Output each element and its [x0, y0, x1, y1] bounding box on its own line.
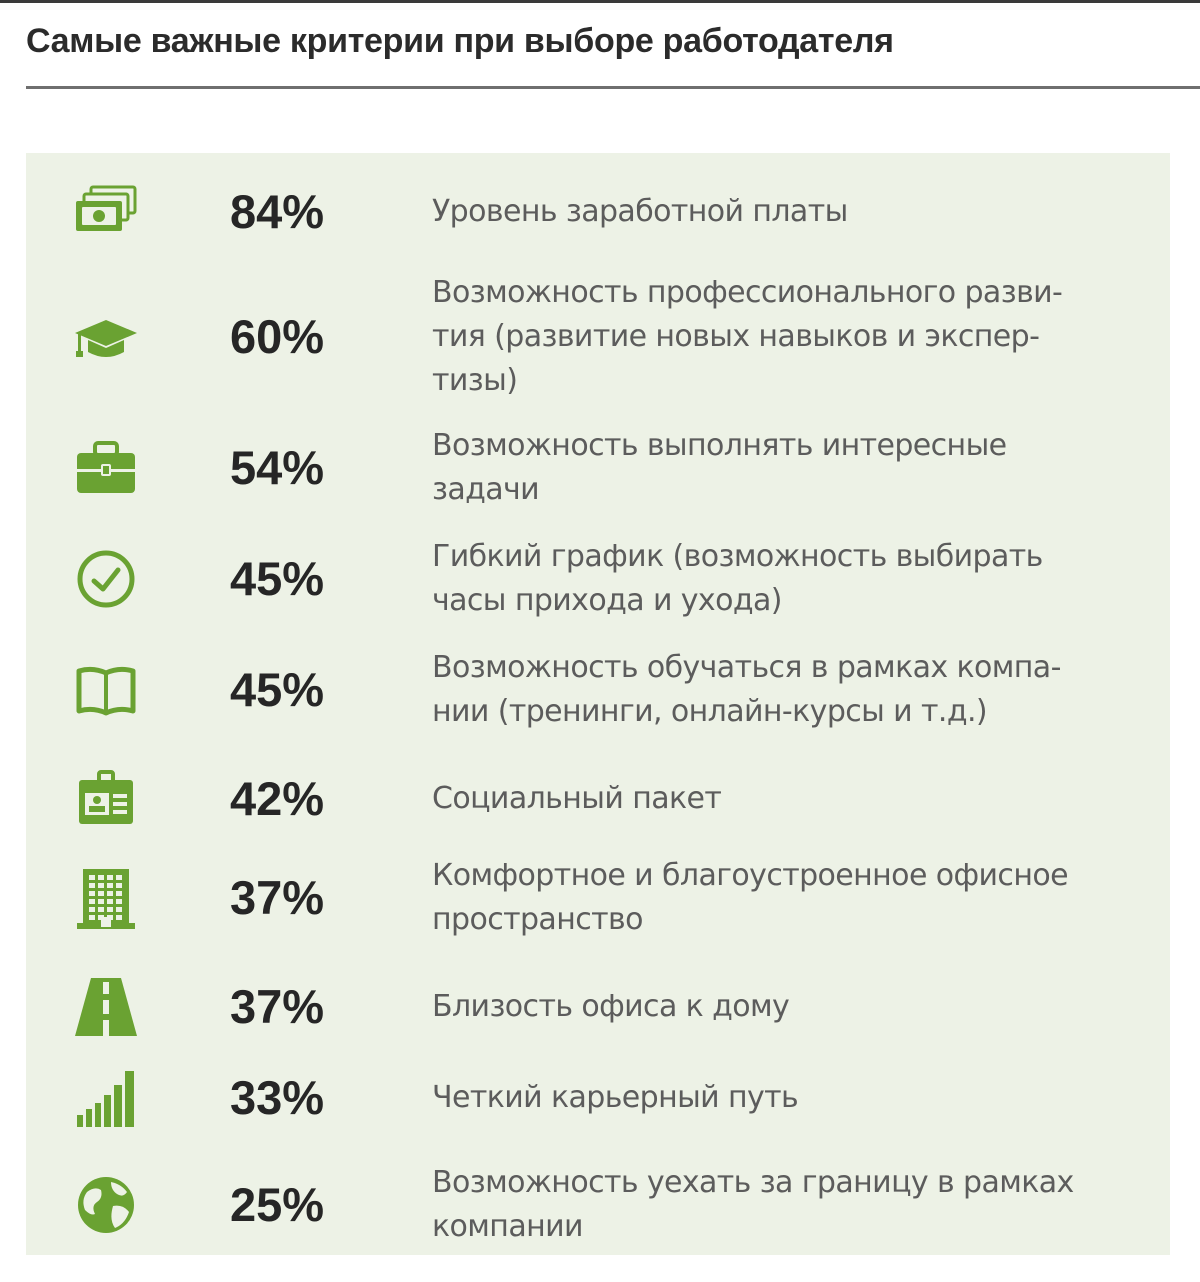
- road-icon: [70, 971, 142, 1043]
- criterion-label: Комфортное и благоустроенное офисное прос…: [432, 854, 1132, 942]
- criteria-row: 37% Близость офиса к дому: [26, 970, 1170, 1044]
- criterion-label: Возможность уехать за границу в рамках ко…: [432, 1161, 1132, 1249]
- criterion-label-line: компании: [432, 1209, 584, 1244]
- criterion-label-line: Комфортное и благоустроенное офисное: [432, 858, 1069, 893]
- criterion-label: Возможность выполнять интересные задачи: [432, 424, 1132, 512]
- criteria-row: 25% Возможность уехать за границу в рамка…: [26, 1160, 1170, 1250]
- title-divider: [26, 86, 1200, 89]
- criterion-label-line: Возможность выполнять интересные: [432, 428, 1007, 463]
- criteria-row: 60% Возможность профессионального разви-т…: [26, 271, 1170, 403]
- criterion-label: Гибкий график (возможность выбирать часы …: [432, 535, 1132, 623]
- criterion-label-line: часы прихода и ухода): [432, 583, 782, 618]
- percent-value: 25%: [230, 1178, 325, 1231]
- criterion-label-line: Уровень заработной платы: [432, 194, 848, 229]
- percent-value: 84%: [230, 185, 325, 238]
- office-building-icon: [70, 862, 142, 934]
- criteria-row: 45% Гибкий график (возможность выбирать ча…: [26, 534, 1170, 624]
- percent-value: 33%: [230, 1071, 325, 1124]
- percent-value: 37%: [230, 980, 325, 1033]
- clock-icon: [70, 543, 142, 615]
- criterion-label: Возможность обучаться в рамках компа-нии…: [432, 646, 1132, 734]
- book-icon: [70, 654, 142, 726]
- criterion-label-line: Гибкий график (возможность выбирать: [432, 539, 1043, 574]
- percent-value: 60%: [230, 310, 325, 363]
- criterion-label-line: Близость офиса к дому: [432, 989, 790, 1024]
- criterion-label-line: тизы): [432, 363, 518, 398]
- percent-value: 45%: [230, 552, 325, 605]
- criterion-label-line: Четкий карьерный путь: [432, 1080, 799, 1115]
- criterion-label-line: Возможность уехать за границу в рамках: [432, 1165, 1074, 1200]
- percent-value: 37%: [230, 871, 325, 924]
- criterion-label-line: нии (тренинги, онлайн-курсы и т.д.): [432, 694, 988, 729]
- percent-value: 54%: [230, 441, 325, 494]
- criterion-label-line: тия (развитие новых навыков и экспер-: [432, 319, 1040, 354]
- money-icon: [70, 176, 142, 248]
- criterion-label: Социальный пакет: [432, 777, 1132, 821]
- criteria-row: 45% Возможность обучаться в рамках компа-…: [26, 645, 1170, 735]
- criteria-row: 84% Уровень заработной платы: [26, 175, 1170, 249]
- criteria-row: 33% Четкий карьерный путь: [26, 1059, 1170, 1137]
- briefcase-icon: [70, 432, 142, 504]
- criterion-label-line: пространство: [432, 902, 643, 937]
- criterion-label: Четкий карьерный путь: [432, 1076, 1132, 1120]
- criteria-row: 37% Комфортное и благоустроенное офисное п…: [26, 853, 1170, 943]
- criterion-label-line: Социальный пакет: [432, 781, 722, 816]
- criterion-label: Близость офиса к дому: [432, 985, 1132, 1029]
- globe-icon: [70, 1169, 142, 1241]
- percent-value: 42%: [230, 772, 325, 825]
- graduation-cap-icon: [70, 301, 142, 373]
- signal-bars-icon: [70, 1062, 142, 1134]
- criteria-panel: 84% Уровень заработной платы 60% Возможнос…: [26, 153, 1170, 1255]
- id-badge-icon: [70, 763, 142, 835]
- percent-value: 45%: [230, 663, 325, 716]
- criterion-label-line: задачи: [432, 472, 540, 507]
- criteria-row: 42% Социальный пакет: [26, 764, 1170, 834]
- page-title: Самые важные критерии при выборе работод…: [26, 22, 894, 60]
- criteria-row: 54% Возможность выполнять интересные задач…: [26, 423, 1170, 513]
- criterion-label: Возможность профессионального разви-тия …: [432, 271, 1132, 403]
- criterion-label-line: Возможность профессионального разви-: [432, 275, 1063, 310]
- criterion-label: Уровень заработной платы: [432, 190, 1132, 234]
- criterion-label-line: Возможность обучаться в рамках компа-: [432, 650, 1061, 685]
- top-rule: [0, 0, 1200, 3]
